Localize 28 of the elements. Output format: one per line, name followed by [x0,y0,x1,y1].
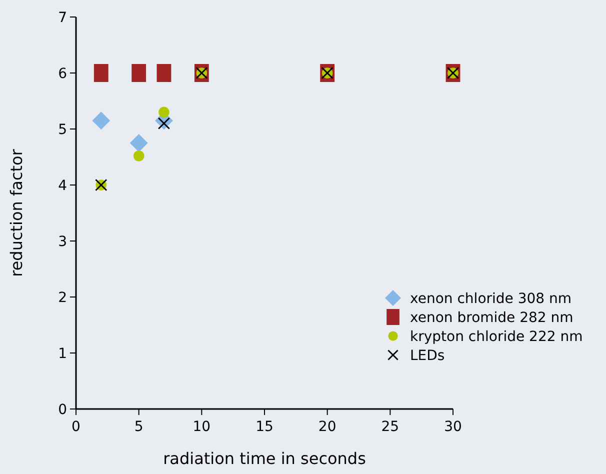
x-tick-label: 10 [192,419,211,435]
legend-label: xenon bromide 282 nm [410,310,574,326]
y-tick-label: 3 [58,234,67,250]
y-tick-label: 4 [58,178,68,194]
y-tick-label: 7 [58,10,67,26]
x-tick-label: 30 [444,419,462,435]
y-tick-label: 5 [58,122,67,138]
x-axis-title: radiation time in seconds [163,449,366,468]
y-axis-title: reduction factor [7,148,26,277]
x-tick-label: 0 [72,419,80,435]
point [132,64,146,82]
x-tick-label: 15 [256,419,274,435]
point [130,134,148,152]
y-tick-label: 0 [58,402,67,418]
point [156,64,172,82]
y-tick-label: 2 [58,290,67,306]
x-tick-label: 25 [381,419,400,435]
legend-label: krypton chloride 222 nm [410,328,583,345]
point [92,112,110,130]
point [158,106,170,118]
x-tick-label: 5 [134,419,144,435]
point [94,64,108,82]
legend-label: xenon chloride 308 nm [410,290,572,307]
point [133,150,144,162]
y-tick-label: 1 [58,346,67,362]
legend-label: LEDs [410,348,445,364]
x-tick-label: 20 [318,419,336,435]
y-tick-label: 6 [58,66,68,82]
